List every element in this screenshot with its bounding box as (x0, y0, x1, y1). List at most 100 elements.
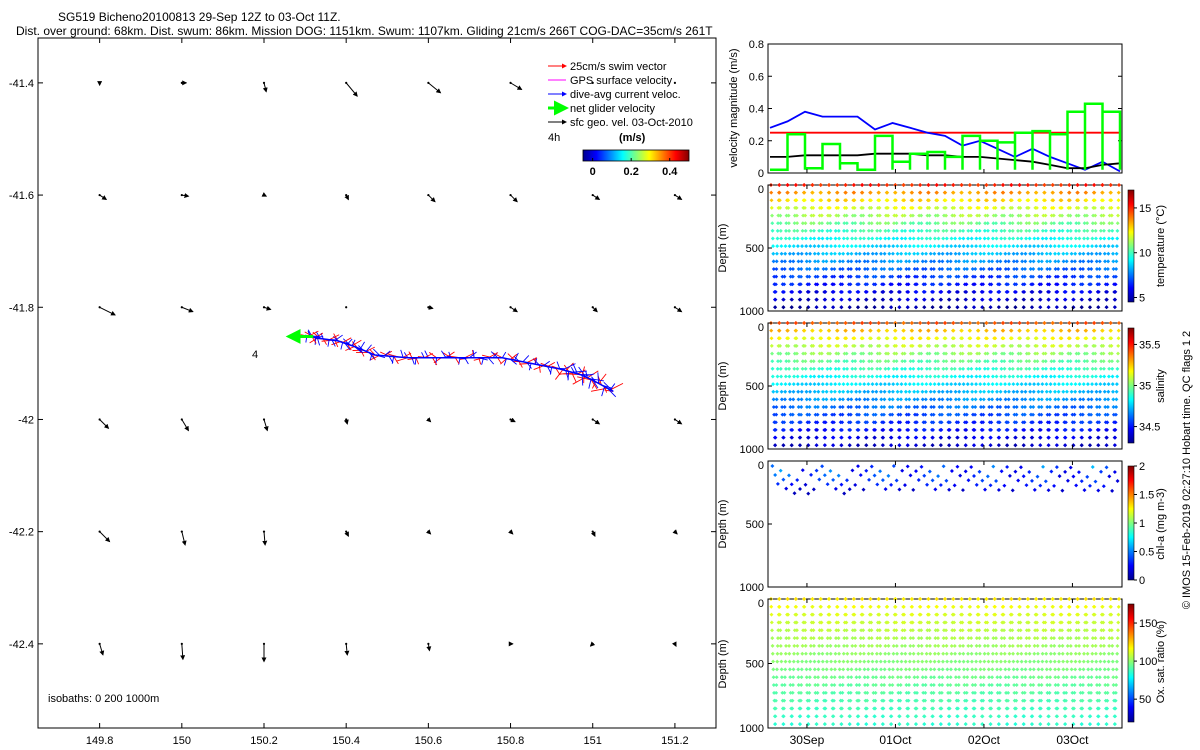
depth-sample-point (960, 221, 965, 226)
depth-sample-point (835, 198, 840, 203)
swim-vector (533, 365, 544, 371)
depth-sample-point (818, 183, 823, 187)
depth-sample-point (829, 259, 834, 264)
dive-avg-current-vector (588, 379, 592, 389)
depth-sample-point (894, 213, 899, 218)
colorbar-tick-label: 10 (1139, 248, 1151, 260)
swim-vector (424, 353, 434, 359)
dive-avg-current-vector (543, 360, 550, 367)
swim-vector (322, 338, 327, 345)
depth-sample-point (786, 221, 791, 226)
depth-sample-point (943, 198, 948, 203)
chla-colorbar-ticks: 00.511.52 (1134, 461, 1154, 587)
swim-vector (393, 356, 399, 365)
depth-sample-point (963, 305, 968, 310)
depth-sample-point (957, 259, 961, 264)
velocity-y-tick-label: 0.6 (749, 71, 764, 83)
depth-sample-point (818, 190, 823, 195)
depth-sample-point (952, 213, 957, 218)
depth-sample-point (790, 282, 795, 287)
depth-sample-point (848, 274, 853, 279)
depth-sample-point (866, 251, 871, 256)
depth-sample-point (941, 236, 946, 241)
current-vector-arrow (181, 419, 189, 432)
colorbar-tick-label: 2 (1139, 461, 1145, 473)
depth-sample-point (960, 213, 965, 218)
dive-avg-current-vector (501, 351, 507, 358)
current-vector-arrow (674, 194, 683, 201)
map-legend: 25cm/s swim vector GPS surface velocity … (548, 61, 693, 178)
depth-sample-point (906, 274, 911, 279)
depth-sample-point (977, 213, 982, 218)
speed-colorbar (582, 149, 690, 162)
depth-sample-point (817, 213, 822, 218)
depth-sample-point (796, 251, 801, 256)
depth-sample-point (808, 251, 813, 256)
depth-sample-point (807, 274, 812, 279)
depth-sample-point (820, 221, 824, 226)
depth-sample-point (914, 305, 918, 310)
depth-sample-point (962, 259, 967, 264)
depth-sample-point (959, 190, 964, 195)
depth-sample-point (865, 274, 870, 279)
map-y-tick-label: -42 (18, 414, 34, 426)
depth-sample-point (877, 213, 882, 218)
colorbar-tick-label: 0 (590, 166, 596, 178)
depth-sample-point (953, 251, 958, 256)
depth-sample-point (886, 228, 891, 233)
depth-sample-point (925, 221, 930, 226)
depth-sample-point (956, 267, 961, 272)
map-x-tick-label: 150.8 (497, 735, 525, 747)
depth-sample-point (893, 183, 898, 187)
current-vector-arrow (344, 194, 349, 201)
depth-sample-point (961, 244, 966, 249)
depth-sample-point (786, 213, 791, 218)
depth-sample-point (775, 228, 780, 233)
current-vector-arrow (343, 419, 349, 425)
dive-avg-current-vector (315, 331, 321, 339)
swim-vector (547, 362, 556, 367)
swim-vector (464, 352, 474, 359)
depth-sample-point (816, 251, 821, 256)
colorbar-tick-label: 0.2 (624, 166, 639, 178)
depth-sample-point (882, 259, 887, 264)
depth-sample-point (950, 213, 955, 218)
time-tick-label: 30Sep (790, 733, 825, 747)
depth-sample-point (848, 282, 853, 287)
depth-sample-point (919, 213, 924, 218)
depth-sample-point (863, 274, 868, 279)
map-axes-box (37, 37, 717, 729)
depth-sample-point (987, 267, 992, 271)
depth-sample-point (926, 183, 931, 188)
depth-sample-point (893, 190, 898, 195)
depth-sample-point (876, 190, 881, 195)
colorbar-tick-label: 0 (1139, 575, 1145, 587)
depth-sample-point (776, 221, 780, 226)
depth-sample-point (771, 251, 776, 256)
swim-vector (442, 352, 451, 359)
oxygen-axes-box (767, 598, 1123, 729)
swim-vector (555, 369, 564, 380)
depth-sample-point (871, 267, 876, 271)
dive-avg-current-vector (571, 370, 587, 373)
dive-avg-current-vector (400, 349, 404, 358)
chla-cbar-label: chl-a (mg m-3) (1155, 488, 1167, 560)
dive-avg-current-vector (581, 375, 584, 386)
depth-sample-point (819, 198, 824, 203)
depth-sample-point (923, 259, 928, 264)
depth-sample-point (912, 251, 917, 256)
dive-avg-current-vector (522, 355, 530, 363)
colorbar-tick-label: 50 (1139, 694, 1151, 706)
current-vector-arrow (261, 192, 268, 197)
current-vector-arrow (428, 194, 436, 203)
swim-vector (351, 339, 362, 347)
depth-sample-point (778, 228, 783, 233)
colorbar-tick-label: 1 (1139, 518, 1145, 530)
swim-vector (415, 357, 420, 365)
velocity-ylabel: velocity magnitude (m/s) (728, 48, 740, 167)
current-vector-arrow (345, 82, 358, 97)
depth-sample-point (918, 205, 923, 210)
depth-sample-point (940, 259, 945, 264)
